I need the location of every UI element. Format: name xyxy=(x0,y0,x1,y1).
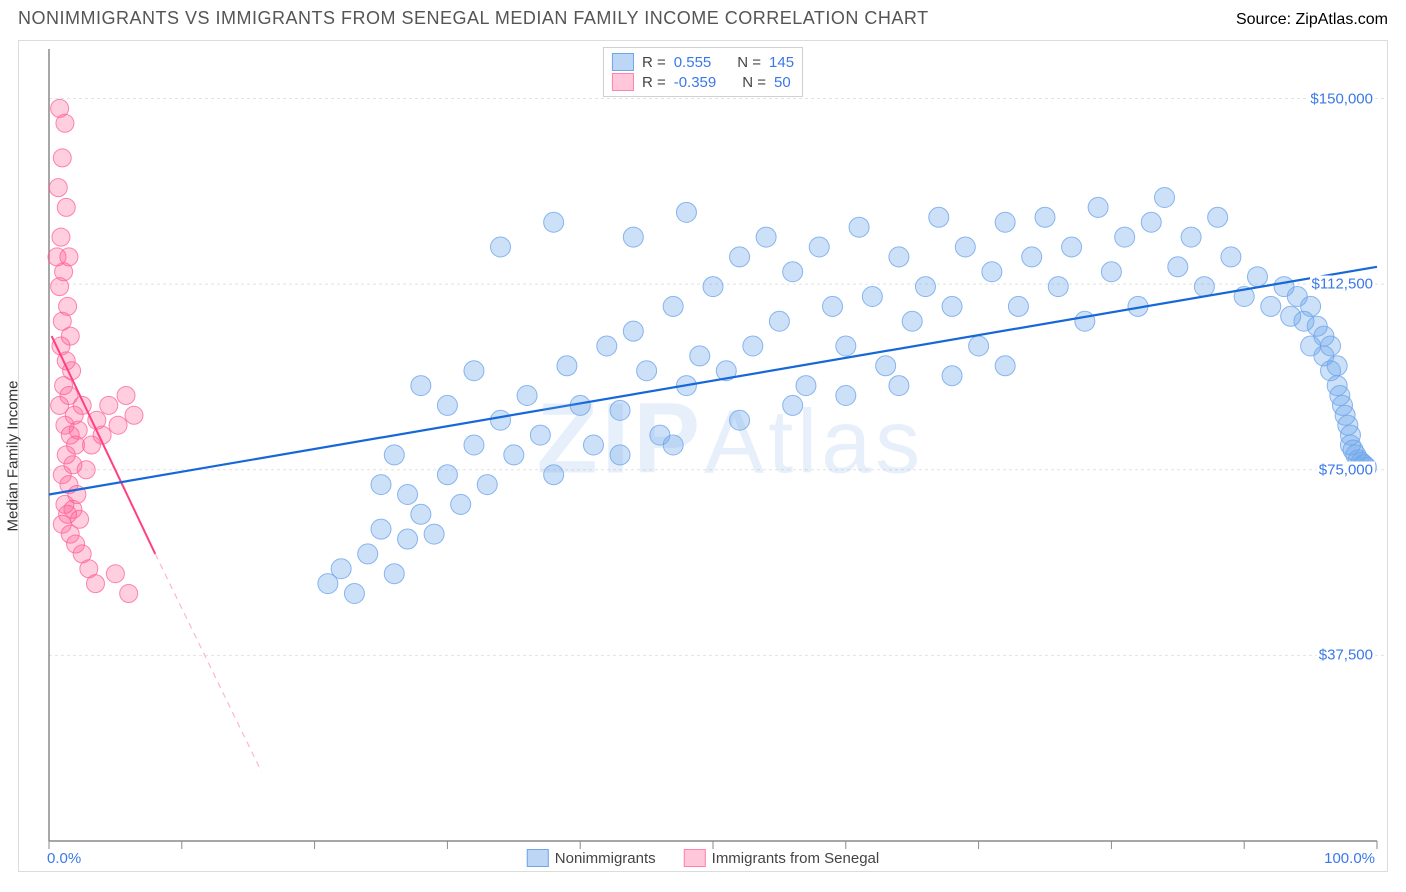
n-label: N = xyxy=(742,74,766,91)
swatch-pink-icon xyxy=(684,849,706,867)
legend-item-nonimmigrants: Nonimmigrants xyxy=(527,849,656,867)
y-tick-label: $75,000 xyxy=(1317,461,1375,478)
y-tick-label: $37,500 xyxy=(1317,647,1375,664)
swatch-blue-icon xyxy=(612,53,634,71)
chart-svg xyxy=(19,41,1387,871)
swatch-pink-icon xyxy=(612,73,634,91)
legend-label: Immigrants from Senegal xyxy=(712,850,880,867)
legend-item-immigrants: Immigrants from Senegal xyxy=(684,849,880,867)
n-value-blue: 145 xyxy=(769,54,794,71)
r-label: R = xyxy=(642,54,666,71)
x-max-label: 100.0% xyxy=(1324,850,1375,867)
swatch-blue-icon xyxy=(527,849,549,867)
n-label: N = xyxy=(737,54,761,71)
r-value-blue: 0.555 xyxy=(674,54,712,71)
r-value-pink: -0.359 xyxy=(674,74,717,91)
legend-correlation: R = 0.555 N = 145 R = -0.359 N = 50 xyxy=(603,47,803,97)
y-tick-label: $150,000 xyxy=(1308,90,1375,107)
chart-title: NONIMMIGRANTS VS IMMIGRANTS FROM SENEGAL… xyxy=(18,8,929,29)
legend-row-blue: R = 0.555 N = 145 xyxy=(612,52,794,72)
n-value-pink: 50 xyxy=(774,74,791,91)
x-min-label: 0.0% xyxy=(47,850,81,867)
r-label: R = xyxy=(642,74,666,91)
chart-area: Median Family Income ZIPAtlas R = 0.555 … xyxy=(18,40,1388,872)
legend-row-pink: R = -0.359 N = 50 xyxy=(612,72,794,92)
y-tick-label: $112,500 xyxy=(1310,276,1375,293)
legend-series: Nonimmigrants Immigrants from Senegal xyxy=(521,849,885,867)
legend-label: Nonimmigrants xyxy=(555,850,656,867)
source-label: Source: xyxy=(1236,11,1291,28)
chart-source: Source: ZipAtlas.com xyxy=(1236,11,1388,29)
source-value: ZipAtlas.com xyxy=(1296,11,1388,28)
